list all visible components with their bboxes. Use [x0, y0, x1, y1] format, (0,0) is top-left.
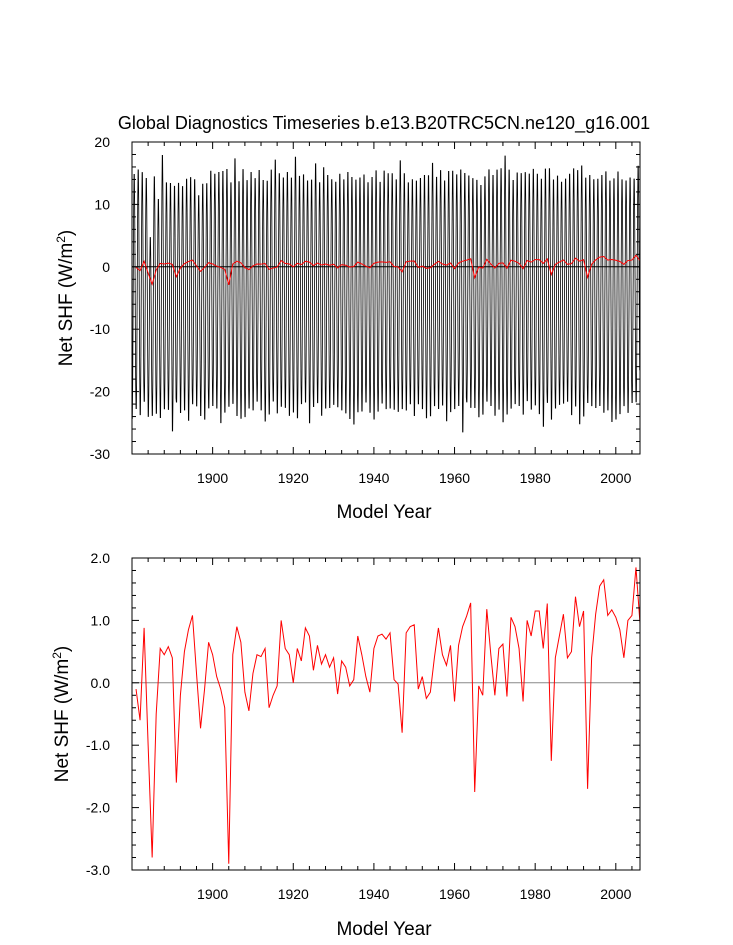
- top-y-tick-label: -30: [90, 446, 110, 462]
- bottom-y-tick-label: 2.0: [91, 550, 111, 566]
- bottom-y-tick-label: -1.0: [86, 737, 110, 753]
- bottom-y-axis-label: Net SHF (W/m2): [50, 646, 73, 783]
- bottom-x-tick-label: 1940: [358, 886, 389, 902]
- bottom-chart-panel: 1900 1920 1940 1960 1980 2000 -3.0 -2.0 -1.0 0.0 1…: [50, 550, 641, 940]
- bottom-x-tick-label: 1900: [197, 886, 228, 902]
- top-y-tick-label: -20: [90, 384, 110, 400]
- top-y-tick-label: 20: [94, 134, 110, 150]
- bottom-x-axis-label: Model Year: [336, 919, 432, 940]
- bottom-x-tick-label: 1980: [520, 886, 551, 902]
- top-x-tick-label: 1920: [278, 470, 309, 486]
- bottom-y-tick-label: 1.0: [91, 612, 111, 628]
- chart-title: Global Diagnostics Timeseries b.e13.B20T…: [118, 113, 650, 134]
- top-y-axis-label: Net SHF (W/m2): [54, 230, 77, 367]
- top-chart-panel: 1900 1920 1940 1960 1980 2000 -30 -20 -10 0 10 20 M…: [54, 134, 641, 523]
- top-x-tick-label: 1980: [520, 470, 551, 486]
- top-x-tick-label: 2000: [600, 470, 631, 486]
- top-y-tick-label: 0: [102, 259, 110, 275]
- bottom-x-tick-label: 1960: [439, 886, 470, 902]
- top-y-tick-label: -10: [90, 321, 110, 337]
- bottom-y-tick-label: -3.0: [86, 862, 110, 878]
- top-annual-series-line: [135, 254, 641, 286]
- top-y-tick-label: 10: [94, 196, 110, 212]
- top-x-tick-label: 1900: [197, 470, 228, 486]
- top-x-tick-label: 1960: [439, 470, 470, 486]
- bottom-plot-frame: [131, 557, 641, 871]
- bottom-x-tick-label: 2000: [600, 886, 631, 902]
- top-monthly-series-line: [131, 154, 641, 433]
- top-plot-frame: [131, 141, 641, 455]
- top-x-axis-label: Model Year: [336, 502, 432, 523]
- bottom-annual-series-line: [135, 567, 641, 864]
- bottom-y-tick-label: 0.0: [91, 675, 111, 691]
- bottom-x-tick-label: 1920: [278, 886, 309, 902]
- top-x-tick-label: 1940: [358, 470, 389, 486]
- bottom-y-tick-label: -2.0: [86, 800, 110, 816]
